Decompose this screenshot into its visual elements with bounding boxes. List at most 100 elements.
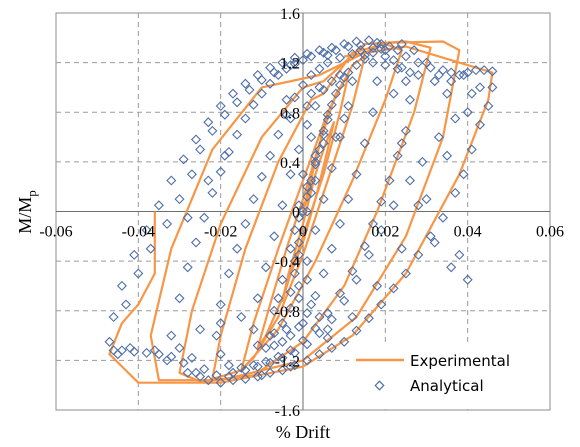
analytical-point <box>289 225 300 236</box>
analytical-point <box>203 375 214 386</box>
x-tick-label: 0.02 <box>371 224 399 241</box>
analytical-point <box>289 268 300 279</box>
analytical-point <box>281 324 292 335</box>
analytical-point <box>322 109 333 120</box>
analytical-point <box>388 283 399 294</box>
analytical-point <box>256 88 267 99</box>
x-tick-label: 0.04 <box>454 224 482 241</box>
analytical-point <box>446 67 457 78</box>
analytical-point <box>289 256 300 267</box>
analytical-point <box>355 45 366 56</box>
analytical-point <box>162 355 173 366</box>
analytical-point <box>330 45 341 56</box>
analytical-point <box>334 218 346 229</box>
analytical-point <box>306 51 317 62</box>
analytical-point <box>339 38 350 50</box>
analytical-point <box>372 280 383 291</box>
analytical-point <box>433 132 444 143</box>
analytical-point <box>265 367 276 378</box>
analytical-point <box>413 57 424 68</box>
y-axis-title-main: M/M <box>15 197 35 234</box>
analytical-point <box>339 295 350 306</box>
analytical-point <box>437 212 449 223</box>
analytical-point <box>363 249 374 260</box>
analytical-point <box>277 352 288 363</box>
y-tick-label: 0 <box>292 205 300 222</box>
analytical-point <box>219 150 230 161</box>
analytical-point <box>466 144 477 155</box>
analytical-point <box>293 249 304 260</box>
analytical-point <box>293 293 304 304</box>
analytical-point <box>116 280 127 291</box>
analytical-point <box>367 107 379 118</box>
analytical-point <box>240 78 251 89</box>
analytical-point <box>195 144 206 155</box>
analytical-point <box>326 163 337 174</box>
analytical-point <box>269 231 280 242</box>
x-tick-label: -0.06 <box>39 224 72 241</box>
analytical-point <box>277 318 288 329</box>
analytical-point <box>215 349 226 360</box>
analytical-point <box>359 138 370 149</box>
analytical-point <box>277 57 288 68</box>
analytical-point <box>269 67 280 78</box>
x-tick-labels: -0.06 -0.04 -0.02 0 0.02 0.04 0.06 <box>39 224 564 241</box>
analytical-point <box>277 365 288 376</box>
y-tick-label: 1.2 <box>280 56 300 73</box>
analytical-point <box>252 293 263 304</box>
analytical-point <box>334 79 346 91</box>
analytical-point <box>302 274 313 285</box>
analytical-point <box>240 113 251 124</box>
analytical-point <box>302 119 313 130</box>
analytical-point <box>479 65 490 76</box>
analytical-point <box>141 347 152 358</box>
analytical-point <box>314 82 325 93</box>
analytical-point <box>458 169 469 180</box>
analytical-point <box>120 299 132 310</box>
analytical-point <box>232 243 243 254</box>
analytical-point <box>289 360 300 371</box>
analytical-point <box>248 99 259 110</box>
analytical-point <box>310 175 321 186</box>
analytical-point <box>223 371 234 382</box>
x-tick-label: 0 <box>299 224 307 241</box>
analytical-point <box>178 357 189 368</box>
analytical-point <box>442 88 453 99</box>
analytical-point <box>297 225 309 236</box>
analytical-point <box>153 200 164 211</box>
analytical-point <box>462 107 473 118</box>
analytical-point <box>310 290 321 301</box>
x-tick-label: 0.06 <box>536 224 564 241</box>
analytical-point <box>174 194 185 205</box>
analytical-point <box>149 345 160 356</box>
analytical-point <box>285 287 296 298</box>
analytical-point <box>240 365 251 376</box>
analytical-point <box>310 323 321 334</box>
analytical-point <box>178 154 189 165</box>
analytical-point <box>236 311 247 323</box>
analytical-point <box>252 371 263 382</box>
analytical-point <box>104 336 115 347</box>
analytical-point <box>326 243 337 254</box>
analytical-point <box>396 138 407 149</box>
analytical-point <box>388 55 399 66</box>
analytical-point <box>285 330 296 341</box>
analytical-point <box>421 57 432 68</box>
y-axis-title: M/Mp <box>15 190 39 234</box>
analytical-point <box>273 293 284 304</box>
analytical-point <box>376 196 387 207</box>
analytical-point <box>392 63 403 74</box>
analytical-point <box>190 134 202 145</box>
analytical-point <box>413 249 424 260</box>
analytical-point <box>367 42 379 53</box>
analytical-point <box>404 94 416 105</box>
analytical-point <box>265 78 276 89</box>
analytical-point <box>343 41 354 52</box>
analytical-point <box>339 113 350 124</box>
analytical-point <box>306 69 317 81</box>
analytical-point <box>133 268 144 279</box>
analytical-point <box>273 69 284 81</box>
analytical-point <box>277 274 288 285</box>
y-tick-label: 0.8 <box>280 105 300 122</box>
